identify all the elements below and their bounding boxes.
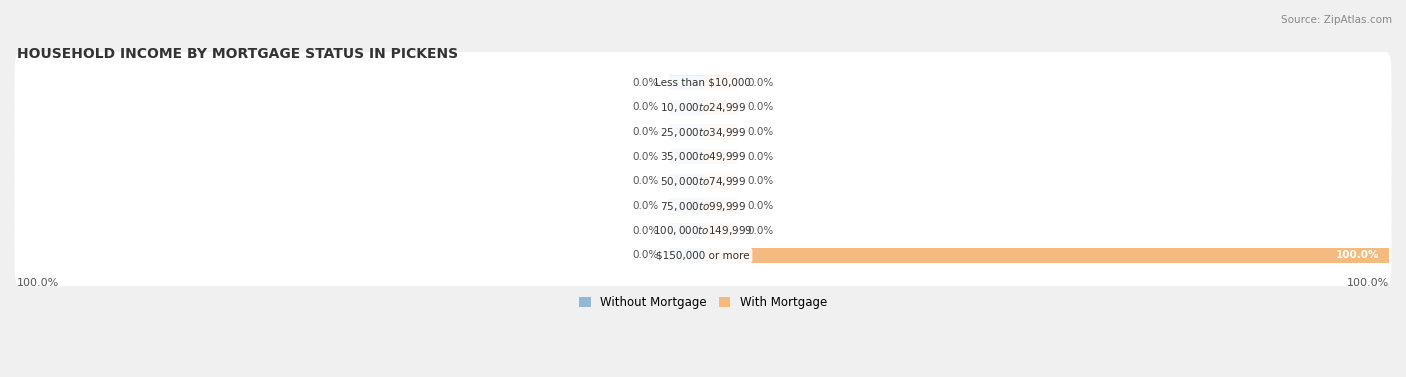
Text: 0.0%: 0.0% <box>748 226 773 236</box>
Bar <box>669 75 703 90</box>
Text: 0.0%: 0.0% <box>633 152 658 162</box>
Text: 0.0%: 0.0% <box>748 201 773 211</box>
Bar <box>703 124 737 140</box>
Text: 100.0%: 100.0% <box>1347 277 1389 288</box>
Text: 0.0%: 0.0% <box>633 103 658 112</box>
Bar <box>669 248 703 263</box>
Text: $50,000 to $74,999: $50,000 to $74,999 <box>659 175 747 188</box>
Text: $150,000 or more: $150,000 or more <box>657 250 749 261</box>
Bar <box>669 149 703 164</box>
Text: 0.0%: 0.0% <box>633 176 658 186</box>
Text: $75,000 to $99,999: $75,000 to $99,999 <box>659 199 747 213</box>
Text: $35,000 to $49,999: $35,000 to $49,999 <box>659 150 747 163</box>
Text: $25,000 to $34,999: $25,000 to $34,999 <box>659 126 747 139</box>
FancyBboxPatch shape <box>14 150 1392 212</box>
FancyBboxPatch shape <box>14 200 1392 262</box>
Bar <box>703 149 737 164</box>
FancyBboxPatch shape <box>14 126 1392 188</box>
Text: 100.0%: 100.0% <box>17 277 59 288</box>
Text: 0.0%: 0.0% <box>748 176 773 186</box>
Legend: Without Mortgage, With Mortgage: Without Mortgage, With Mortgage <box>574 292 832 314</box>
FancyBboxPatch shape <box>14 175 1392 237</box>
FancyBboxPatch shape <box>14 52 1392 113</box>
Text: 0.0%: 0.0% <box>633 226 658 236</box>
FancyBboxPatch shape <box>14 101 1392 163</box>
Bar <box>703 100 737 115</box>
Text: Less than $10,000: Less than $10,000 <box>655 78 751 88</box>
Bar <box>703 75 737 90</box>
Text: Source: ZipAtlas.com: Source: ZipAtlas.com <box>1281 15 1392 25</box>
Text: $10,000 to $24,999: $10,000 to $24,999 <box>659 101 747 114</box>
Text: 0.0%: 0.0% <box>748 152 773 162</box>
Text: 0.0%: 0.0% <box>748 127 773 137</box>
Bar <box>703 223 737 238</box>
Bar <box>669 124 703 140</box>
Text: 0.0%: 0.0% <box>748 78 773 88</box>
Bar <box>703 174 737 189</box>
Text: 0.0%: 0.0% <box>633 127 658 137</box>
Bar <box>703 248 1389 263</box>
FancyBboxPatch shape <box>14 225 1392 286</box>
Bar <box>669 174 703 189</box>
Text: 0.0%: 0.0% <box>633 250 658 261</box>
Text: 0.0%: 0.0% <box>633 78 658 88</box>
Bar <box>703 198 737 214</box>
Text: 100.0%: 100.0% <box>1336 250 1379 261</box>
Bar <box>669 100 703 115</box>
Text: HOUSEHOLD INCOME BY MORTGAGE STATUS IN PICKENS: HOUSEHOLD INCOME BY MORTGAGE STATUS IN P… <box>17 47 458 61</box>
Text: 0.0%: 0.0% <box>748 103 773 112</box>
Text: 0.0%: 0.0% <box>633 201 658 211</box>
Bar <box>669 223 703 238</box>
Bar <box>669 198 703 214</box>
FancyBboxPatch shape <box>14 77 1392 138</box>
Text: $100,000 to $149,999: $100,000 to $149,999 <box>654 224 752 237</box>
